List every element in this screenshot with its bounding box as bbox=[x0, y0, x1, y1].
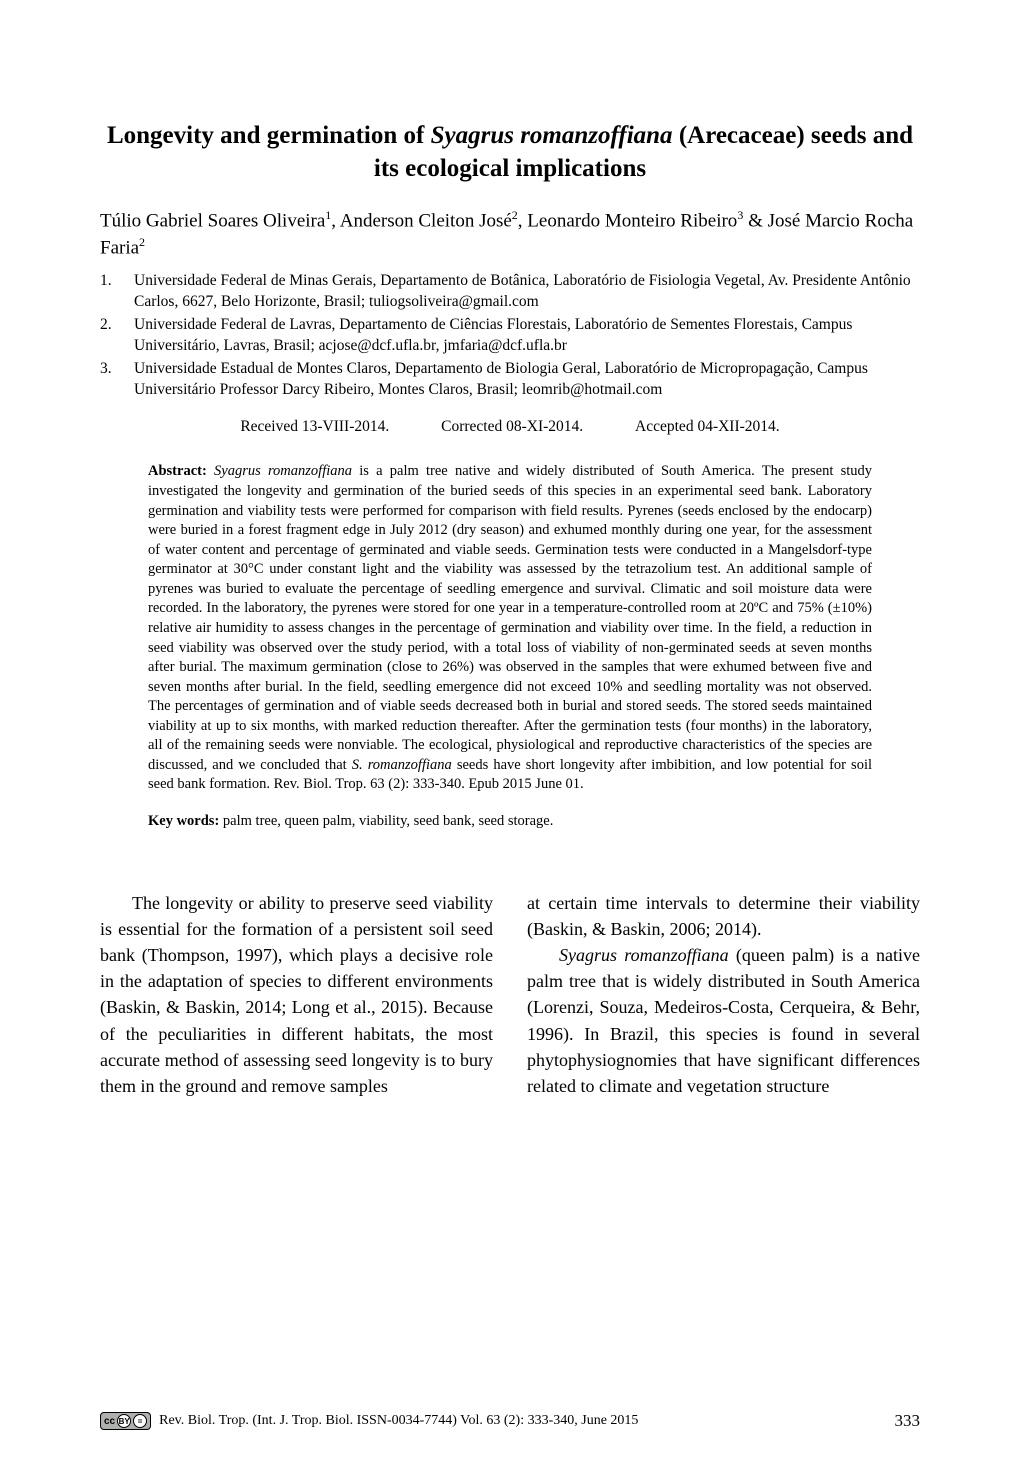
column-left: The longevity or ability to preserve see… bbox=[100, 890, 493, 1099]
body-text-rest: (queen palm) is a native palm tree that … bbox=[527, 945, 920, 1095]
author-amp: & bbox=[743, 210, 767, 231]
body-text: The longevity or ability to preserve see… bbox=[100, 890, 920, 1099]
abstract-label: Abstract: bbox=[148, 463, 214, 479]
author-1: Túlio Gabriel Soares Oliveira bbox=[100, 210, 325, 231]
page-footer: cc BY = Rev. Biol. Trop. (Int. J. Trop. … bbox=[100, 1411, 920, 1431]
affiliation-num: 2. bbox=[100, 315, 134, 357]
abstract-text-1: is a palm tree native and widely distrib… bbox=[148, 463, 872, 772]
authors-line: Túlio Gabriel Soares Oliveira1, Anderson… bbox=[100, 207, 920, 261]
journal-citation: Rev. Biol. Trop. (Int. J. Trop. Biol. IS… bbox=[159, 1413, 638, 1429]
date-accepted: Accepted 04-XII-2014. bbox=[635, 418, 780, 435]
abstract-species-1: Syagrus romanzoffiana bbox=[214, 463, 352, 479]
affiliation-num: 3. bbox=[100, 359, 134, 401]
paragraph: The longevity or ability to preserve see… bbox=[100, 890, 493, 1099]
date-received: Received 13-VIII-2014. bbox=[240, 418, 389, 435]
affiliations: 1. Universidade Federal de Minas Gerais,… bbox=[100, 271, 920, 401]
keywords: Key words: palm tree, queen palm, viabil… bbox=[148, 813, 872, 830]
cc-text: cc bbox=[104, 1416, 115, 1427]
author-2: , Anderson Cleiton José bbox=[331, 210, 512, 231]
date-corrected: Corrected 08-XI-2014. bbox=[441, 418, 583, 435]
article-title: Longevity and germination of Syagrus rom… bbox=[100, 120, 920, 185]
affiliation-row: 3. Universidade Estadual de Montes Claro… bbox=[100, 359, 920, 401]
cc-by-icon: BY bbox=[117, 1414, 131, 1428]
paragraph: at certain time intervals to determine t… bbox=[527, 890, 920, 942]
body-species: Syagrus romanzoffiana bbox=[559, 945, 729, 965]
page-number: 333 bbox=[895, 1411, 921, 1431]
affiliation-text: Universidade Federal de Lavras, Departam… bbox=[134, 315, 920, 357]
keywords-text: palm tree, queen palm, viability, seed b… bbox=[223, 813, 553, 829]
author-4-aff: 2 bbox=[139, 235, 145, 249]
affiliation-num: 1. bbox=[100, 271, 134, 313]
cc-license-icon: cc BY = bbox=[100, 1412, 151, 1430]
affiliation-text: Universidade Estadual de Montes Claros, … bbox=[134, 359, 920, 401]
title-species: Syagrus romanzoffiana bbox=[431, 122, 673, 149]
keywords-label: Key words: bbox=[148, 813, 223, 829]
column-right: at certain time intervals to determine t… bbox=[527, 890, 920, 1099]
title-pre: Longevity and germination of bbox=[107, 122, 431, 149]
abstract: Abstract: Syagrus romanzoffiana is a pal… bbox=[148, 462, 872, 795]
paragraph: Syagrus romanzoffiana (queen palm) is a … bbox=[527, 942, 920, 1099]
affiliation-text: Universidade Federal de Minas Gerais, De… bbox=[134, 271, 920, 313]
author-3: , Leonardo Monteiro Ribeiro bbox=[518, 210, 738, 231]
footer-left: cc BY = Rev. Biol. Trop. (Int. J. Trop. … bbox=[100, 1412, 638, 1430]
cc-nd-icon: = bbox=[133, 1414, 147, 1428]
affiliation-row: 1. Universidade Federal de Minas Gerais,… bbox=[100, 271, 920, 313]
abstract-species-2: S. romanzoffiana bbox=[352, 757, 452, 773]
affiliation-row: 2. Universidade Federal de Lavras, Depar… bbox=[100, 315, 920, 357]
manuscript-dates: Received 13-VIII-2014. Corrected 08-XI-2… bbox=[100, 418, 920, 436]
